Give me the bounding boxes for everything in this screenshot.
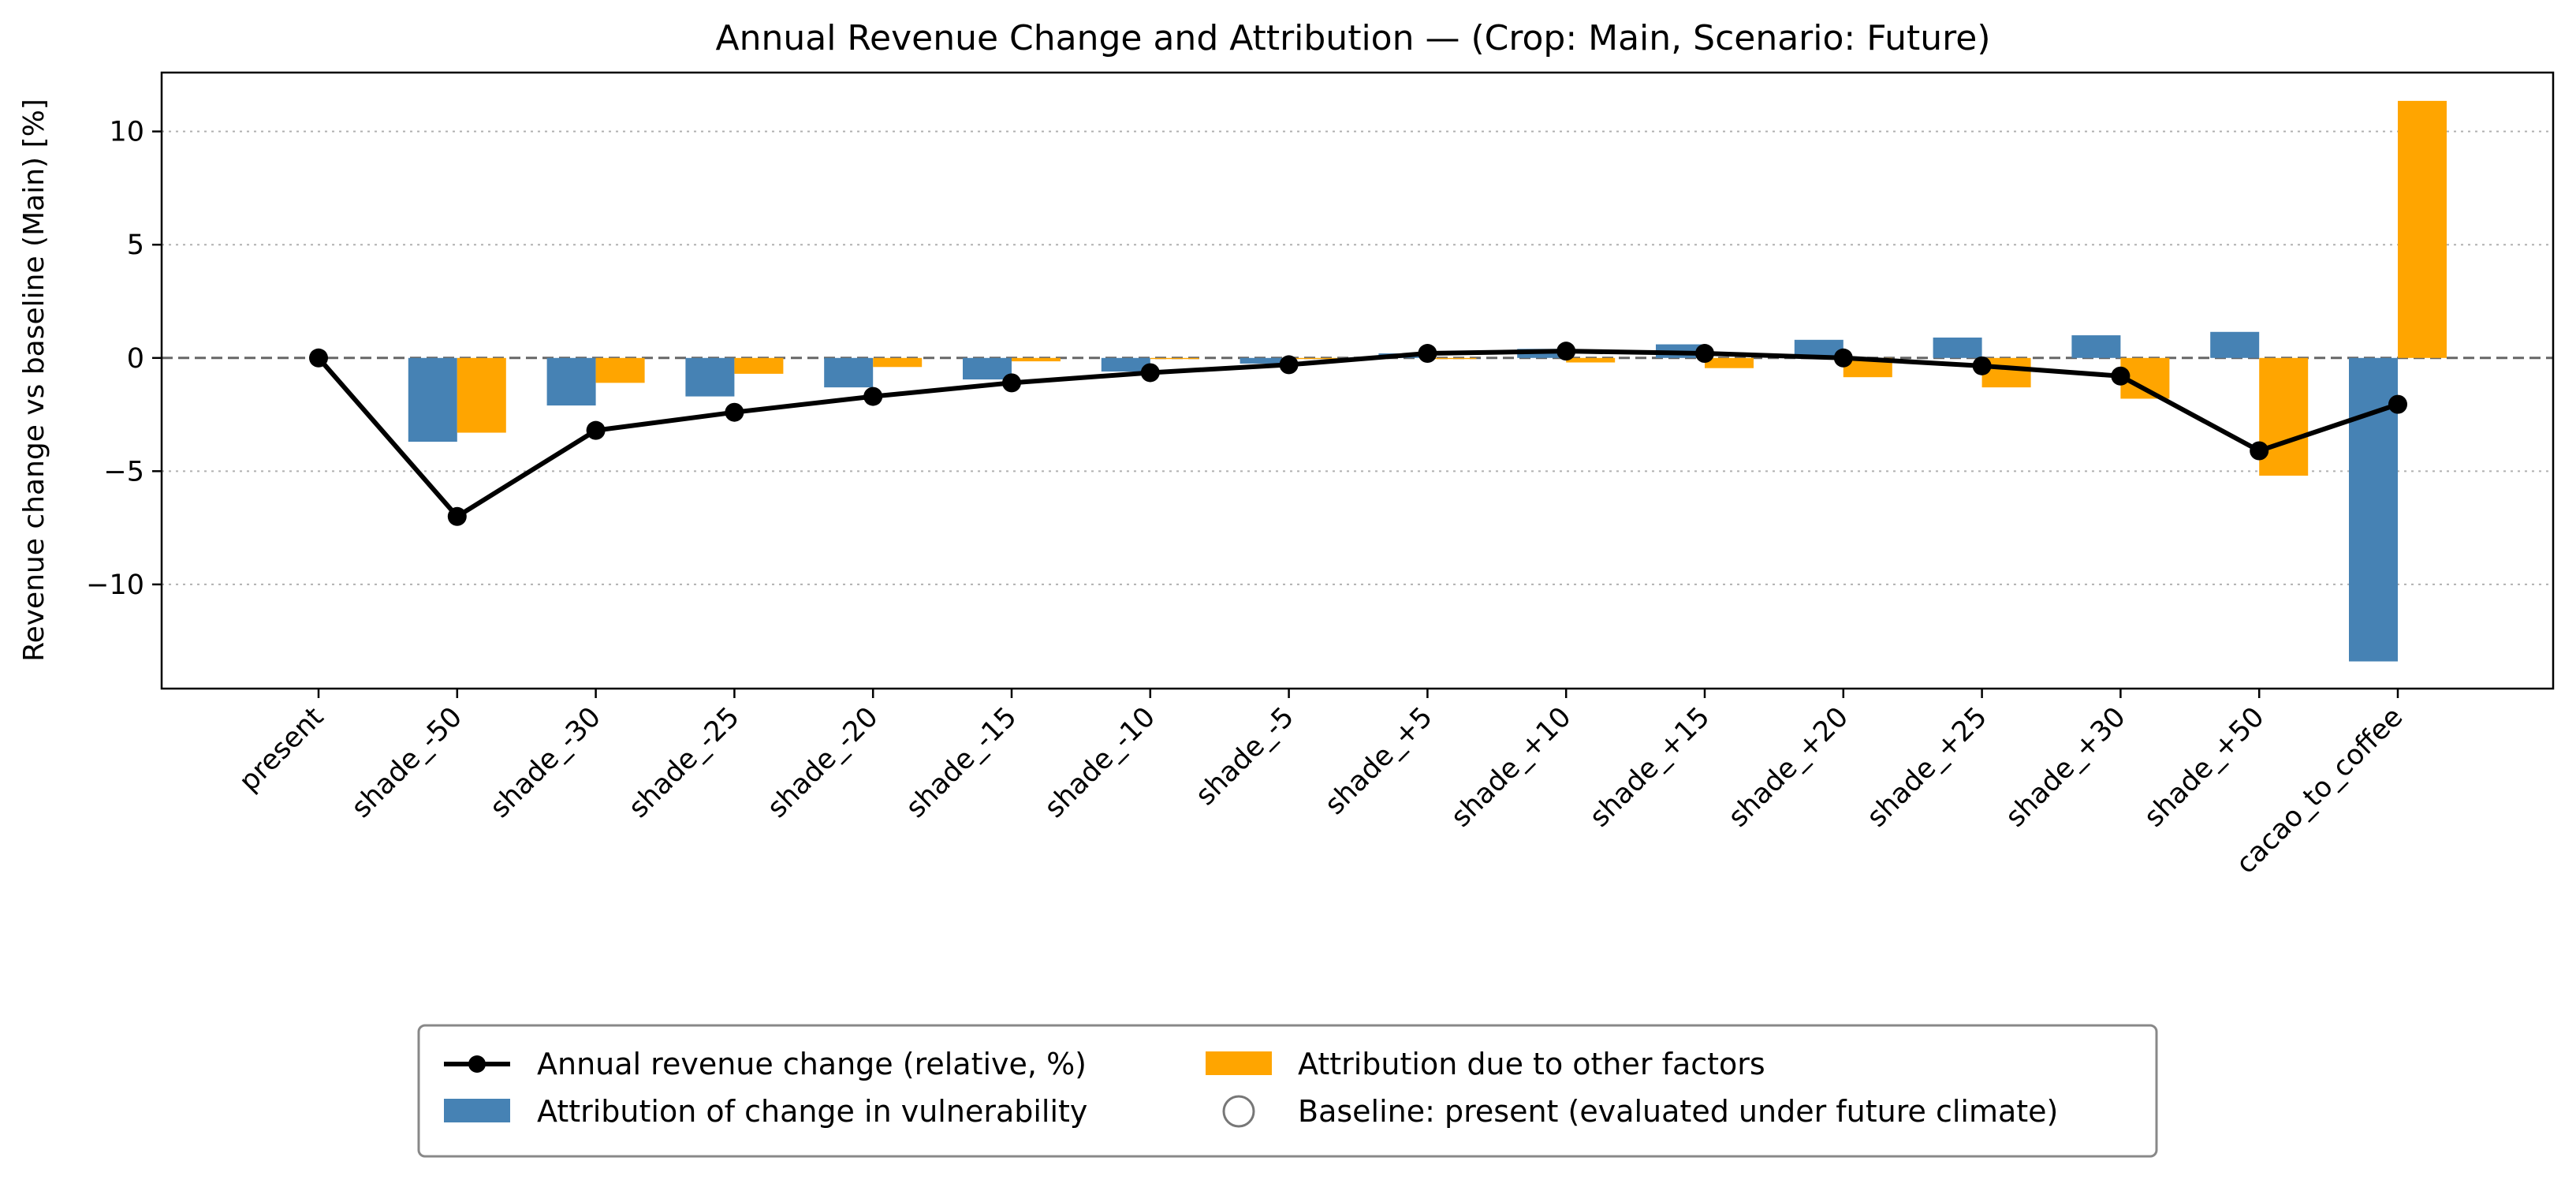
x-tick-label: shade_-5 <box>1190 701 1300 812</box>
revenue-change-line <box>316 349 2399 519</box>
bar-vulnerability <box>1933 337 1982 358</box>
bar-vulnerability <box>963 357 1012 380</box>
x-tick-label: shade_-20 <box>762 701 885 824</box>
revenue-change-point <box>1972 356 1992 375</box>
x-tick-label: shade_-30 <box>484 701 607 824</box>
legend-label-line: Annual revenue change (relative, %) <box>537 1047 1087 1081</box>
legend-swatch-other-factors <box>1206 1051 1272 1075</box>
revenue-change-point <box>2111 366 2131 386</box>
revenue-change-point <box>2250 441 2269 461</box>
chart-title: Annual Revenue Change and Attribution — … <box>715 18 1990 58</box>
revenue-change-point <box>309 348 328 368</box>
bar-series <box>408 100 2447 662</box>
revenue-change-point <box>586 420 606 440</box>
bar-vulnerability <box>2210 331 2260 358</box>
bar-vulnerability <box>685 357 735 397</box>
bar-vulnerability <box>1794 339 1843 358</box>
x-tick-label: shade_-10 <box>1038 701 1161 824</box>
legend-item-baseline: Baseline: present (evaluated under futur… <box>1222 1094 2058 1129</box>
revenue-change-point <box>1418 344 1437 364</box>
legend-item-line: Annual revenue change (relative, %) <box>444 1047 1087 1081</box>
bar-vulnerability <box>2071 335 2121 358</box>
y-tick-label: −5 <box>103 456 144 487</box>
line-series <box>309 342 2407 526</box>
bar-other-factors <box>734 357 784 374</box>
bar-other-factors <box>595 357 645 383</box>
bar-vulnerability <box>546 357 596 406</box>
x-tick-label: shade_+10 <box>1445 701 1578 834</box>
x-tick-label: shade_+5 <box>1319 701 1439 821</box>
revenue-change-point <box>2388 394 2407 414</box>
bar-vulnerability <box>1101 357 1150 372</box>
bar-other-factors <box>1566 357 1616 363</box>
bar-other-factors <box>873 357 923 368</box>
legend-label-vulnerability: Attribution of change in vulnerability <box>537 1094 1087 1129</box>
x-axis-ticks: present shade_-50 shade_-30 shade_-25 shade_… <box>233 689 2409 880</box>
revenue-change-point <box>1140 363 1160 383</box>
y-axis-ticks: −10 −5 0 5 10 <box>86 117 162 601</box>
legend-label-baseline: Baseline: present (evaluated under futur… <box>1298 1094 2058 1129</box>
revenue-change-point <box>1556 342 1576 361</box>
revenue-change-point <box>1279 355 1299 375</box>
legend-item-other: Attribution due to other factors <box>1206 1047 1765 1081</box>
x-tick-label: shade_+15 <box>1584 701 1717 834</box>
bar-vulnerability <box>824 357 874 388</box>
legend-item-vulnerability: Attribution of change in vulnerability <box>444 1094 1087 1129</box>
revenue-change-point <box>1002 373 1021 393</box>
x-tick-label: shade_+50 <box>2138 701 2271 834</box>
x-tick-label: shade_-15 <box>900 701 1023 824</box>
legend-line-marker <box>468 1055 486 1073</box>
revenue-change-point <box>863 386 883 406</box>
bar-other-factors <box>2398 100 2447 358</box>
legend-baseline-marker <box>1222 1095 1255 1128</box>
bar-other-factors <box>457 357 506 433</box>
revenue-change-point <box>447 506 467 526</box>
grid-lines <box>162 130 2553 585</box>
revenue-change-point <box>1833 348 1853 368</box>
y-tick-label: 10 <box>109 117 144 148</box>
x-tick-label: present <box>233 701 330 797</box>
bar-other-factors <box>1705 357 1754 368</box>
plot-area-frame <box>160 71 2555 690</box>
bar-other-factors <box>2259 357 2309 476</box>
legend: Annual revenue change (relative, %) Attr… <box>417 1024 2158 1158</box>
bar-other-factors <box>1288 357 1338 360</box>
legend-frame <box>417 1024 2158 1158</box>
bar-other-factors <box>1012 357 1061 362</box>
y-tick-label: 0 <box>127 343 144 375</box>
bar-other-factors <box>1427 357 1477 360</box>
legend-label-other-factors: Attribution due to other factors <box>1298 1047 1765 1081</box>
x-tick-label: shade_+30 <box>2000 701 2132 834</box>
bar-vulnerability <box>408 357 457 442</box>
x-tick-label: shade_+20 <box>1723 701 1855 834</box>
bar-vulnerability <box>1240 357 1289 364</box>
bar-other-factors <box>1150 357 1199 360</box>
revenue-change-point <box>1695 344 1714 364</box>
y-tick-label: −10 <box>86 569 144 601</box>
legend-swatch-vulnerability <box>444 1099 510 1122</box>
y-tick-label: 5 <box>127 230 144 261</box>
y-axis-label: Revenue change vs baseline (Main) [%] <box>18 99 50 662</box>
x-tick-label: shade_+25 <box>1861 701 1993 834</box>
revenue-change-point <box>725 402 744 422</box>
x-tick-label: shade_-50 <box>345 701 468 824</box>
x-tick-label: shade_-25 <box>623 701 746 824</box>
